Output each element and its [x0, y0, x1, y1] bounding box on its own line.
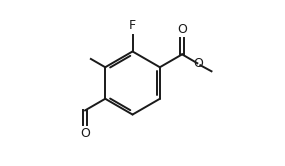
Text: O: O — [80, 127, 90, 140]
Text: F: F — [129, 19, 136, 32]
Text: O: O — [177, 23, 187, 36]
Text: O: O — [194, 57, 203, 70]
